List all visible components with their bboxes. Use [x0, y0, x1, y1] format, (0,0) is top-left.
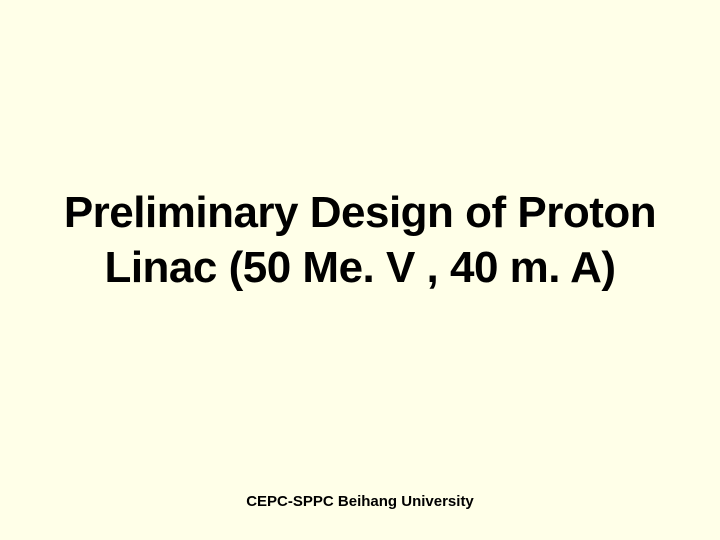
slide: Preliminary Design of Proton Linac (50 M…	[0, 0, 720, 540]
footer-text: CEPC-SPPC Beihang University	[0, 493, 720, 510]
title-block: Preliminary Design of Proton Linac (50 M…	[50, 185, 670, 295]
title-line-1: Preliminary Design of Proton	[50, 185, 670, 240]
title-line-2: Linac (50 Me. V , 40 m. A)	[50, 240, 670, 295]
